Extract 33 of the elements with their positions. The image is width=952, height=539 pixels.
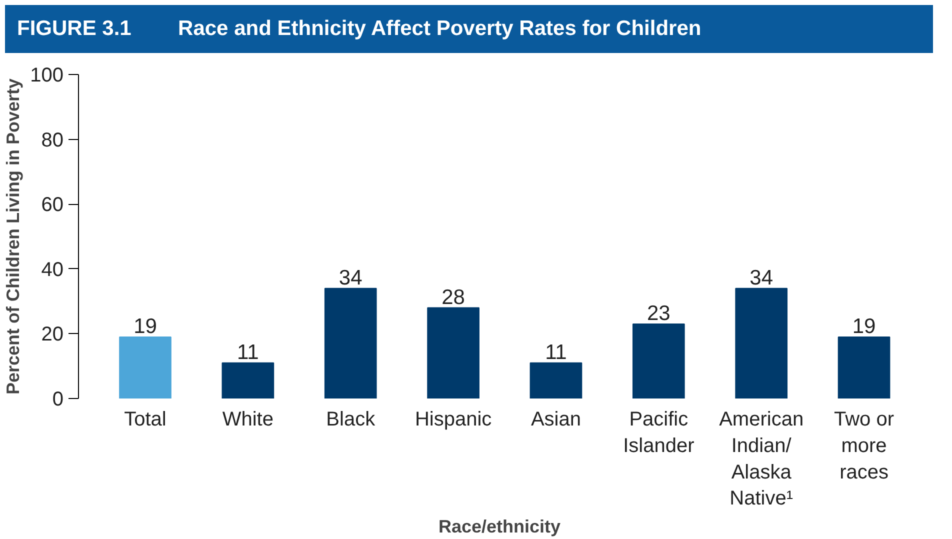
y-tick-label: 100 [30,64,64,86]
x-tick-label: Black [326,408,376,430]
bar [632,323,685,398]
bar [735,288,788,398]
x-tick-label: Total [124,408,166,430]
y-axis-title: Percent of Children Living in Poverty [3,78,24,395]
y-tick-label: 80 [41,129,64,152]
bar [838,336,890,398]
y-tick-label: 60 [41,194,64,216]
x-axis-title: Race/ethnicity [438,516,561,537]
y-tick-label: 0 [52,388,64,410]
data-label: 28 [442,286,465,309]
x-tick-label: White [222,408,274,430]
data-label: 11 [237,340,259,364]
data-label: 34 [750,266,774,290]
data-label: 11 [545,340,567,364]
data-label: 34 [338,266,363,290]
bar [324,288,377,398]
y-tick-label: 40 [41,258,64,281]
data-label: 19 [852,314,876,338]
x-tick-label: Two or more races [834,408,894,484]
x-tick-label: Pacific Islander [623,408,695,457]
y-tick-label: 20 [41,324,64,346]
bar [119,336,172,398]
data-label: 19 [134,314,157,338]
x-tick-label: Asian [530,408,581,430]
data-label: 23 [646,302,670,325]
text: FIGURE 3.1 Race and Ethnicity Affect Poverty Rates for Children [17,17,702,40]
x-tick-label: American Indian/ Alaska Native¹ [719,408,804,510]
x-tick-label: Hispanic [414,408,492,430]
bar [530,362,582,398]
bar [222,362,274,398]
bar [427,307,480,398]
